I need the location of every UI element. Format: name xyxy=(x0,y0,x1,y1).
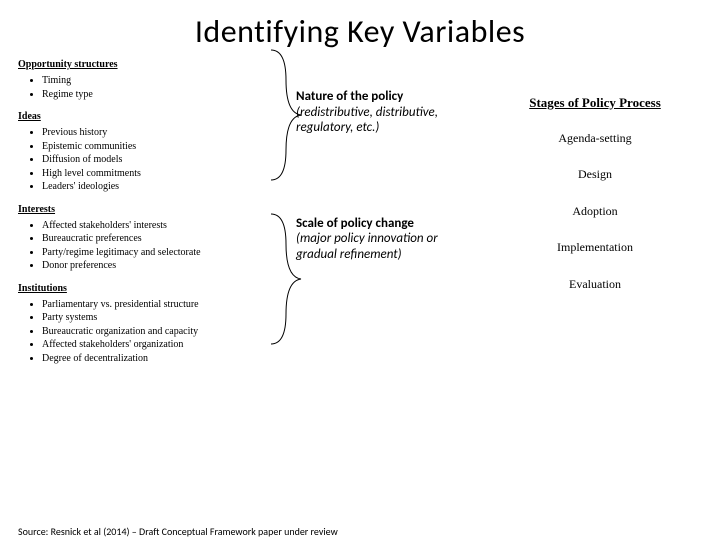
page-title: Identifying Key Variables xyxy=(0,12,720,51)
section-heading: Interests xyxy=(18,204,278,215)
section-heading: Opportunity structures xyxy=(18,59,278,70)
scale-subtitle: (major policy innovation or gradual refi… xyxy=(296,231,478,262)
stage-item: Adoption xyxy=(488,204,702,218)
section-list: Affected stakeholders' interests Bureauc… xyxy=(18,219,278,273)
scale-block: Scale of policy change (major policy inn… xyxy=(288,216,478,263)
list-item: Previous history xyxy=(42,126,278,140)
middle-column: Nature of the policy (redistributive, di… xyxy=(288,59,478,367)
list-item: Leaders' ideologies xyxy=(42,180,278,194)
stage-item: Agenda-setting xyxy=(488,131,702,145)
nature-subtitle: (redistributive, distributive, regulator… xyxy=(296,105,478,136)
list-item: Diffusion of models xyxy=(42,153,278,167)
stages-heading: Stages of Policy Process xyxy=(488,95,702,111)
section-list: Timing Regime type xyxy=(18,74,278,101)
left-column: Opportunity structures Timing Regime typ… xyxy=(18,59,278,367)
list-item: Timing xyxy=(42,74,278,88)
stage-item: Evaluation xyxy=(488,277,702,291)
list-item: Party systems xyxy=(42,311,278,325)
section-list: Previous history Epistemic communities D… xyxy=(18,126,278,194)
list-item: High level commitments xyxy=(42,167,278,181)
content-row: Opportunity structures Timing Regime typ… xyxy=(0,59,720,367)
list-item: Parliamentary vs. presidential structure xyxy=(42,298,278,312)
section-heading: Ideas xyxy=(18,111,278,122)
nature-block: Nature of the policy (redistributive, di… xyxy=(288,89,478,136)
list-item: Bureaucratic organization and capacity xyxy=(42,325,278,339)
list-item: Donor preferences xyxy=(42,259,278,273)
scale-title: Scale of policy change xyxy=(296,216,478,232)
list-item: Bureaucratic preferences xyxy=(42,232,278,246)
section-list: Parliamentary vs. presidential structure… xyxy=(18,298,278,366)
list-item: Epistemic communities xyxy=(42,140,278,154)
list-item: Degree of decentralization xyxy=(42,352,278,366)
list-item: Regime type xyxy=(42,88,278,102)
stage-item: Implementation xyxy=(488,240,702,254)
list-item: Affected stakeholders' interests xyxy=(42,219,278,233)
list-item: Affected stakeholders' organization xyxy=(42,338,278,352)
section-heading: Institutions xyxy=(18,283,278,294)
stage-item: Design xyxy=(488,167,702,181)
source-citation: Source: Resnick et al (2014) – Draft Con… xyxy=(18,525,338,538)
list-item: Party/regime legitimacy and selectorate xyxy=(42,246,278,260)
right-column: Stages of Policy Process Agenda-setting … xyxy=(488,59,702,367)
nature-title: Nature of the policy xyxy=(296,89,478,105)
